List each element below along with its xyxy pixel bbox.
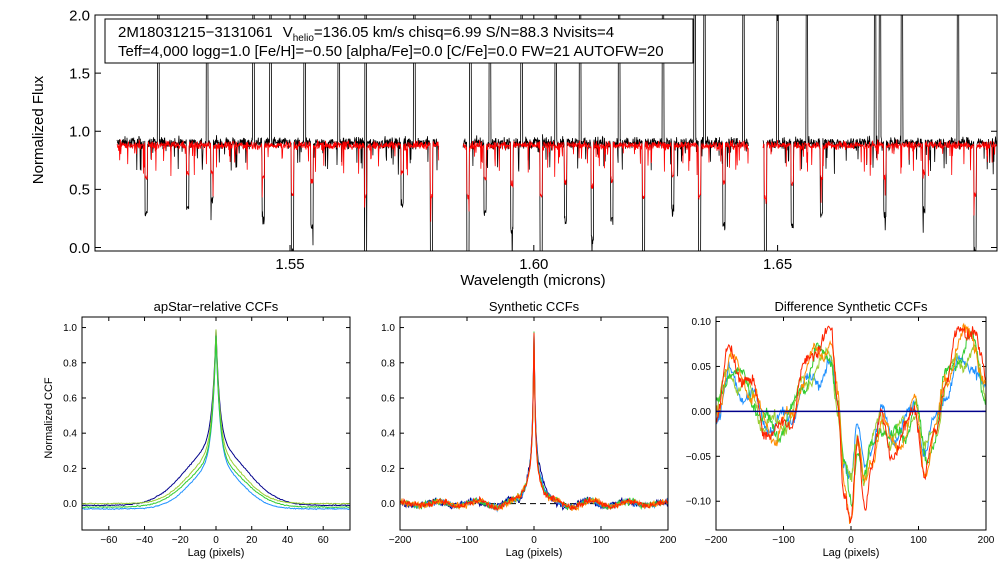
x-tick-label: 100 bbox=[910, 535, 927, 546]
x-tick-label: −100 bbox=[456, 535, 479, 546]
spectrum-data bbox=[116, 15, 997, 251]
apstar-ccf-line bbox=[81, 329, 351, 505]
apstar-ccf-line bbox=[81, 336, 351, 511]
x-tick-label: 200 bbox=[660, 535, 677, 546]
vhelio-prefix: V bbox=[283, 24, 293, 41]
difference-ccf-line bbox=[715, 355, 987, 480]
difference-ccf-axis-ticks: −200 −100 0 100 200 −0.10 −0.05 0.00 0.05 0.10 bbox=[686, 317, 995, 546]
spectrum-model-line bbox=[116, 139, 997, 222]
synthetic-ccf-frame bbox=[399, 316, 669, 531]
x-tick-label: −200 bbox=[705, 535, 728, 546]
y-tick-label: 0.05 bbox=[692, 362, 712, 373]
y-tick-label: 0.5 bbox=[69, 182, 90, 199]
spectrum-annotation-line1: 2M18031215−3131061 Vhelio=136.05 km/s chi… bbox=[118, 24, 614, 44]
y-tick-label: 0.00 bbox=[692, 407, 712, 418]
y-tick-label: 0.10 bbox=[692, 317, 712, 328]
apstar-ccf-axis-ticks: −60 −40 −20 0 20 40 60 0.0 0.2 0.4 0.6 0.8 1.0 bbox=[63, 317, 350, 546]
y-tick-label: 1.0 bbox=[63, 323, 77, 334]
apstar-ccf-line bbox=[81, 335, 351, 509]
y-tick-label: 0.2 bbox=[381, 464, 395, 475]
synthetic-ccf-xlabel: Lag (pixels) bbox=[506, 547, 563, 559]
x-tick-label: 0 bbox=[848, 535, 854, 546]
x-tick-label: −40 bbox=[136, 535, 153, 546]
y-tick-label: 0.0 bbox=[381, 499, 395, 510]
vhelio-subscript: helio bbox=[293, 33, 315, 44]
y-tick-label: 0.4 bbox=[63, 429, 77, 440]
spectrum-xlabel: Wavelength (microns) bbox=[460, 272, 605, 289]
difference-ccf-line bbox=[715, 322, 987, 524]
x-tick-label: 200 bbox=[978, 535, 995, 546]
y-tick-label: 0.8 bbox=[63, 358, 77, 369]
y-tick-label: 2.0 bbox=[69, 7, 90, 24]
y-tick-label: 0.0 bbox=[63, 499, 77, 510]
synthetic-ccf-panel: Synthetic CCFs Lag (pixels) −200 −100 0 100… bbox=[381, 299, 677, 559]
y-tick-label: −0.10 bbox=[686, 497, 712, 508]
difference-ccf-xlabel: Lag (pixels) bbox=[823, 547, 880, 559]
spectrum-ylabel: Normalized Flux bbox=[30, 75, 47, 184]
x-tick-label: 1.65 bbox=[763, 256, 792, 273]
apstar-ccf-ylabel: Normalized CCF bbox=[43, 377, 55, 459]
spectrum-axis-ticks: 1.55 1.60 1.65 0.0 0.5 1.0 1.5 2.0 bbox=[69, 7, 997, 273]
synthetic-ccf-axis-ticks: −200 −100 0 100 200 0.0 0.2 0.4 0.6 0.8 1.0 bbox=[381, 317, 677, 546]
y-tick-label: 0.0 bbox=[69, 240, 90, 257]
x-tick-label: 0 bbox=[213, 535, 219, 546]
y-tick-label: 0.2 bbox=[63, 464, 77, 475]
spectrum-plot-frame bbox=[94, 14, 998, 252]
apstar-ccf-line bbox=[81, 329, 351, 507]
y-tick-label: 0.8 bbox=[381, 358, 395, 369]
x-tick-label: −200 bbox=[389, 535, 412, 546]
x-tick-label: −60 bbox=[100, 535, 117, 546]
difference-ccf-line bbox=[715, 343, 987, 487]
spectrum-panel: Normalized Flux Wavelength (microns) 1.5… bbox=[30, 7, 998, 289]
vhelio-value-and-stats: =136.05 km/s chisq=6.99 S/N=88.3 Nvisits… bbox=[314, 24, 614, 41]
y-tick-label: 1.0 bbox=[69, 124, 90, 141]
synthetic-ccf-line bbox=[399, 332, 669, 511]
x-tick-label: 60 bbox=[318, 535, 330, 546]
x-tick-label: 0 bbox=[531, 535, 537, 546]
apstar-ccf-frame bbox=[81, 316, 351, 531]
y-tick-label: 0.6 bbox=[381, 393, 395, 404]
difference-ccf-frame bbox=[715, 316, 987, 531]
x-tick-label: 1.55 bbox=[275, 256, 304, 273]
y-tick-label: 0.6 bbox=[63, 393, 77, 404]
synthetic-ccf-title: Synthetic CCFs bbox=[489, 299, 580, 314]
x-tick-label: 100 bbox=[593, 535, 610, 546]
x-tick-label: −100 bbox=[772, 535, 795, 546]
spectrum-annotation-line2: Teff=4,000 logg=1.0 [Fe/H]=−0.50 [alpha/… bbox=[118, 43, 664, 60]
x-tick-label: 1.60 bbox=[519, 256, 548, 273]
x-tick-label: 20 bbox=[246, 535, 258, 546]
synthetic-ccf-data bbox=[399, 331, 669, 513]
y-tick-label: 1.0 bbox=[381, 323, 395, 334]
difference-ccf-line bbox=[715, 325, 986, 523]
y-tick-label: −0.05 bbox=[686, 452, 712, 463]
apstar-ccf-title: apStar−relative CCFs bbox=[154, 299, 279, 314]
spectrum-annotation-box bbox=[104, 18, 694, 64]
y-tick-label: 1.5 bbox=[69, 65, 90, 82]
difference-ccf-panel: Difference Synthetic CCFs Lag (pixels) −… bbox=[686, 299, 995, 559]
x-tick-label: −20 bbox=[172, 535, 189, 546]
star-id: 2M18031215−3131061 bbox=[118, 24, 273, 41]
x-tick-label: 40 bbox=[282, 535, 294, 546]
y-tick-label: 0.4 bbox=[381, 429, 395, 440]
difference-ccf-data bbox=[715, 322, 987, 524]
apstar-ccf-xlabel: Lag (pixels) bbox=[188, 547, 245, 559]
difference-ccf-title: Difference Synthetic CCFs bbox=[775, 299, 928, 314]
apstar-ccf-panel: apStar−relative CCFs Normalized CCF Lag … bbox=[43, 299, 351, 559]
apstar-ccf-data bbox=[81, 329, 351, 511]
